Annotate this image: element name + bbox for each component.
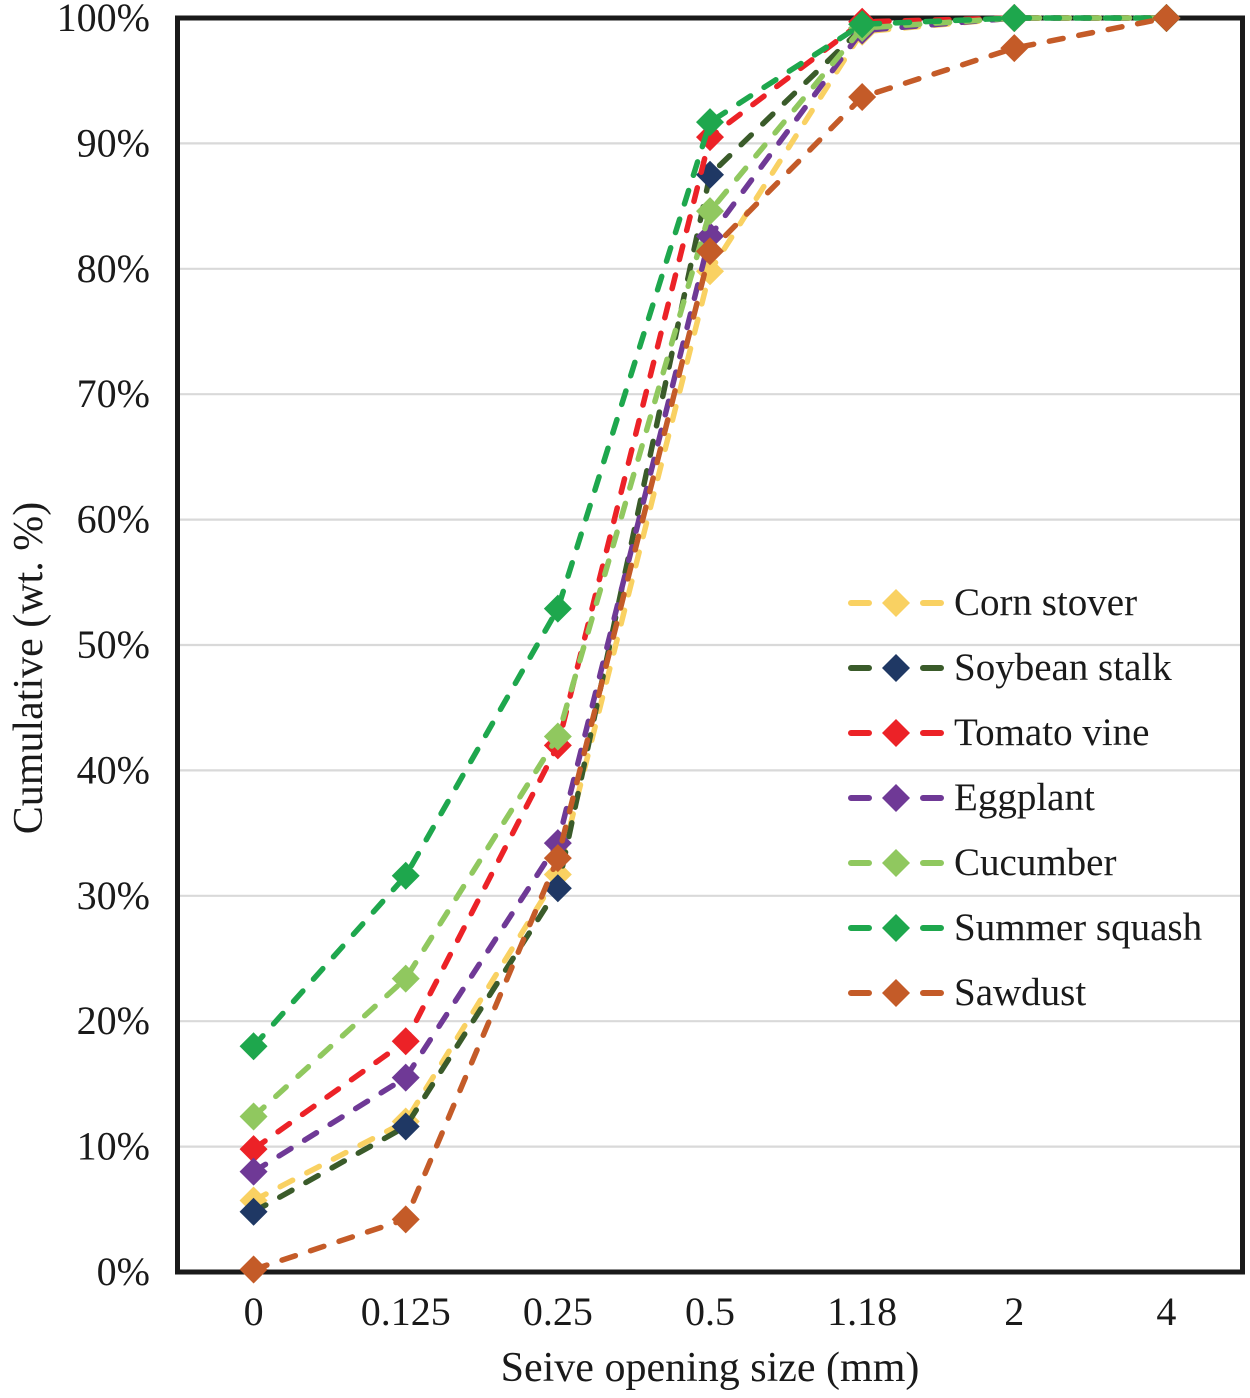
data-point-marker [1000,4,1029,32]
data-point-marker [696,197,724,226]
legend-marker [882,978,910,1007]
data-point-marker [239,1157,268,1186]
data-point-marker [1000,34,1029,63]
legend-item-cucumber: Cucumber [848,830,1202,895]
y-tick-label: 90% [77,120,150,165]
legend-swatch [848,978,944,1007]
legend-label: Corn stover [954,581,1138,624]
x-tick-labels: 0 0.125 0.25 0.5 1.18 2 4 [244,1289,1177,1334]
data-point-marker [239,1255,268,1284]
data-point-marker [391,1027,420,1056]
legend-swatch [848,588,944,617]
legend-label: Eggplant [954,776,1095,819]
legend-marker [882,848,910,877]
legend-swatch [848,718,944,747]
legend-item-soybean-stalk: Soybean stalk [848,635,1202,700]
data-point-marker [696,108,724,137]
data-point-marker [848,10,877,39]
y-tick-label: 0% [97,1249,150,1294]
x-tick-label: 0.125 [361,1289,451,1334]
legend-label: Cucumber [954,841,1117,884]
x-axis-title: Seive opening size (mm) [500,1345,920,1391]
data-point-marker [848,83,877,112]
data-point-marker [543,874,572,903]
legend: Corn stover Soybean stalk Tomato vine Eggpl… [848,570,1202,1025]
legend-swatch [848,848,944,877]
data-point-marker [391,861,420,890]
x-tick-label: 4 [1156,1289,1176,1334]
plot-border [175,15,1245,1275]
legend-label: Sawdust [954,971,1087,1014]
y-tick-label: 40% [77,747,150,792]
series-sawdust [239,4,1181,1284]
data-point-marker [696,237,724,266]
x-tick-label: 0.25 [523,1289,593,1334]
x-tick-label: 0.5 [685,1289,735,1334]
data-point-marker [239,1032,268,1061]
data-point-marker [239,1102,268,1131]
data-point-marker [1152,4,1181,32]
data-point-marker [239,1135,268,1164]
y-tick-label: 70% [77,371,150,416]
y-tick-label: 100% [57,0,150,40]
legend-label: Soybean stalk [954,646,1172,689]
x-tick-label: 1.18 [827,1289,897,1334]
legend-item-summer-squash: Summer squash [848,895,1202,960]
legend-item-sawdust: Sawdust [848,960,1202,1025]
legend-marker [882,913,910,942]
legend-item-eggplant: Eggplant [848,765,1202,830]
legend-label: Summer squash [954,906,1203,949]
legend-label: Tomato vine [954,711,1150,754]
y-tick-label: 30% [77,873,150,918]
legend-item-tomato-vine: Tomato vine [848,700,1202,765]
data-point-marker [391,964,420,993]
data-point-marker [543,722,572,751]
data-point-marker [391,1112,420,1141]
legend-marker [882,718,910,747]
x-tick-label: 2 [1004,1289,1024,1334]
legend-swatch [848,913,944,942]
legend-marker [882,653,910,682]
y-tick-label: 50% [77,622,150,667]
data-point-marker [391,1063,420,1092]
y-axis-title: Cumulative (wt. %) [6,501,52,835]
y-tick-label: 60% [77,497,150,542]
data-point-marker [391,1205,420,1234]
data-point-marker [543,594,572,623]
legend-swatch [848,783,944,812]
legend-swatch [848,653,944,682]
y-tick-label: 10% [77,1124,150,1169]
x-tick-label: 0 [244,1289,264,1334]
legend-item-corn-stover: Corn stover [848,570,1202,635]
data-point-marker [239,1197,268,1226]
legend-marker [882,588,910,617]
legend-marker [882,783,910,812]
y-tick-label: 80% [77,246,150,291]
y-tick-labels: 0% 10% 20% 30% 40% 50% 60% 70% 80% 90% 100% [57,0,150,1294]
y-tick-label: 20% [77,998,150,1043]
data-point-marker [543,844,572,873]
